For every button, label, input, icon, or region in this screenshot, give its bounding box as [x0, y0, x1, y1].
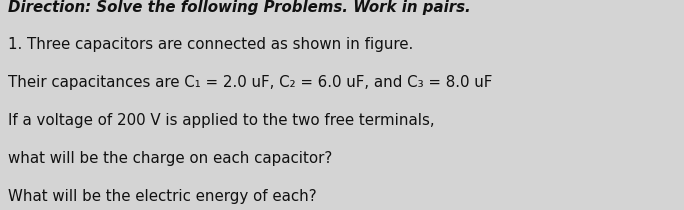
- Text: what will be the charge on each capacitor?: what will be the charge on each capacito…: [8, 151, 332, 166]
- Text: Direction: Solve the following Problems. Work in pairs.: Direction: Solve the following Problems.…: [8, 0, 471, 15]
- Text: What will be the electric energy of each?: What will be the electric energy of each…: [8, 189, 317, 204]
- Text: Their capacitances are C₁ = 2.0 uF, C₂ = 6.0 uF, and C₃ = 8.0 uF: Their capacitances are C₁ = 2.0 uF, C₂ =…: [8, 75, 492, 90]
- Text: If a voltage of 200 V is applied to the two free terminals,: If a voltage of 200 V is applied to the …: [8, 113, 435, 128]
- Text: 1. Three capacitors are connected as shown in figure.: 1. Three capacitors are connected as sho…: [8, 38, 413, 52]
